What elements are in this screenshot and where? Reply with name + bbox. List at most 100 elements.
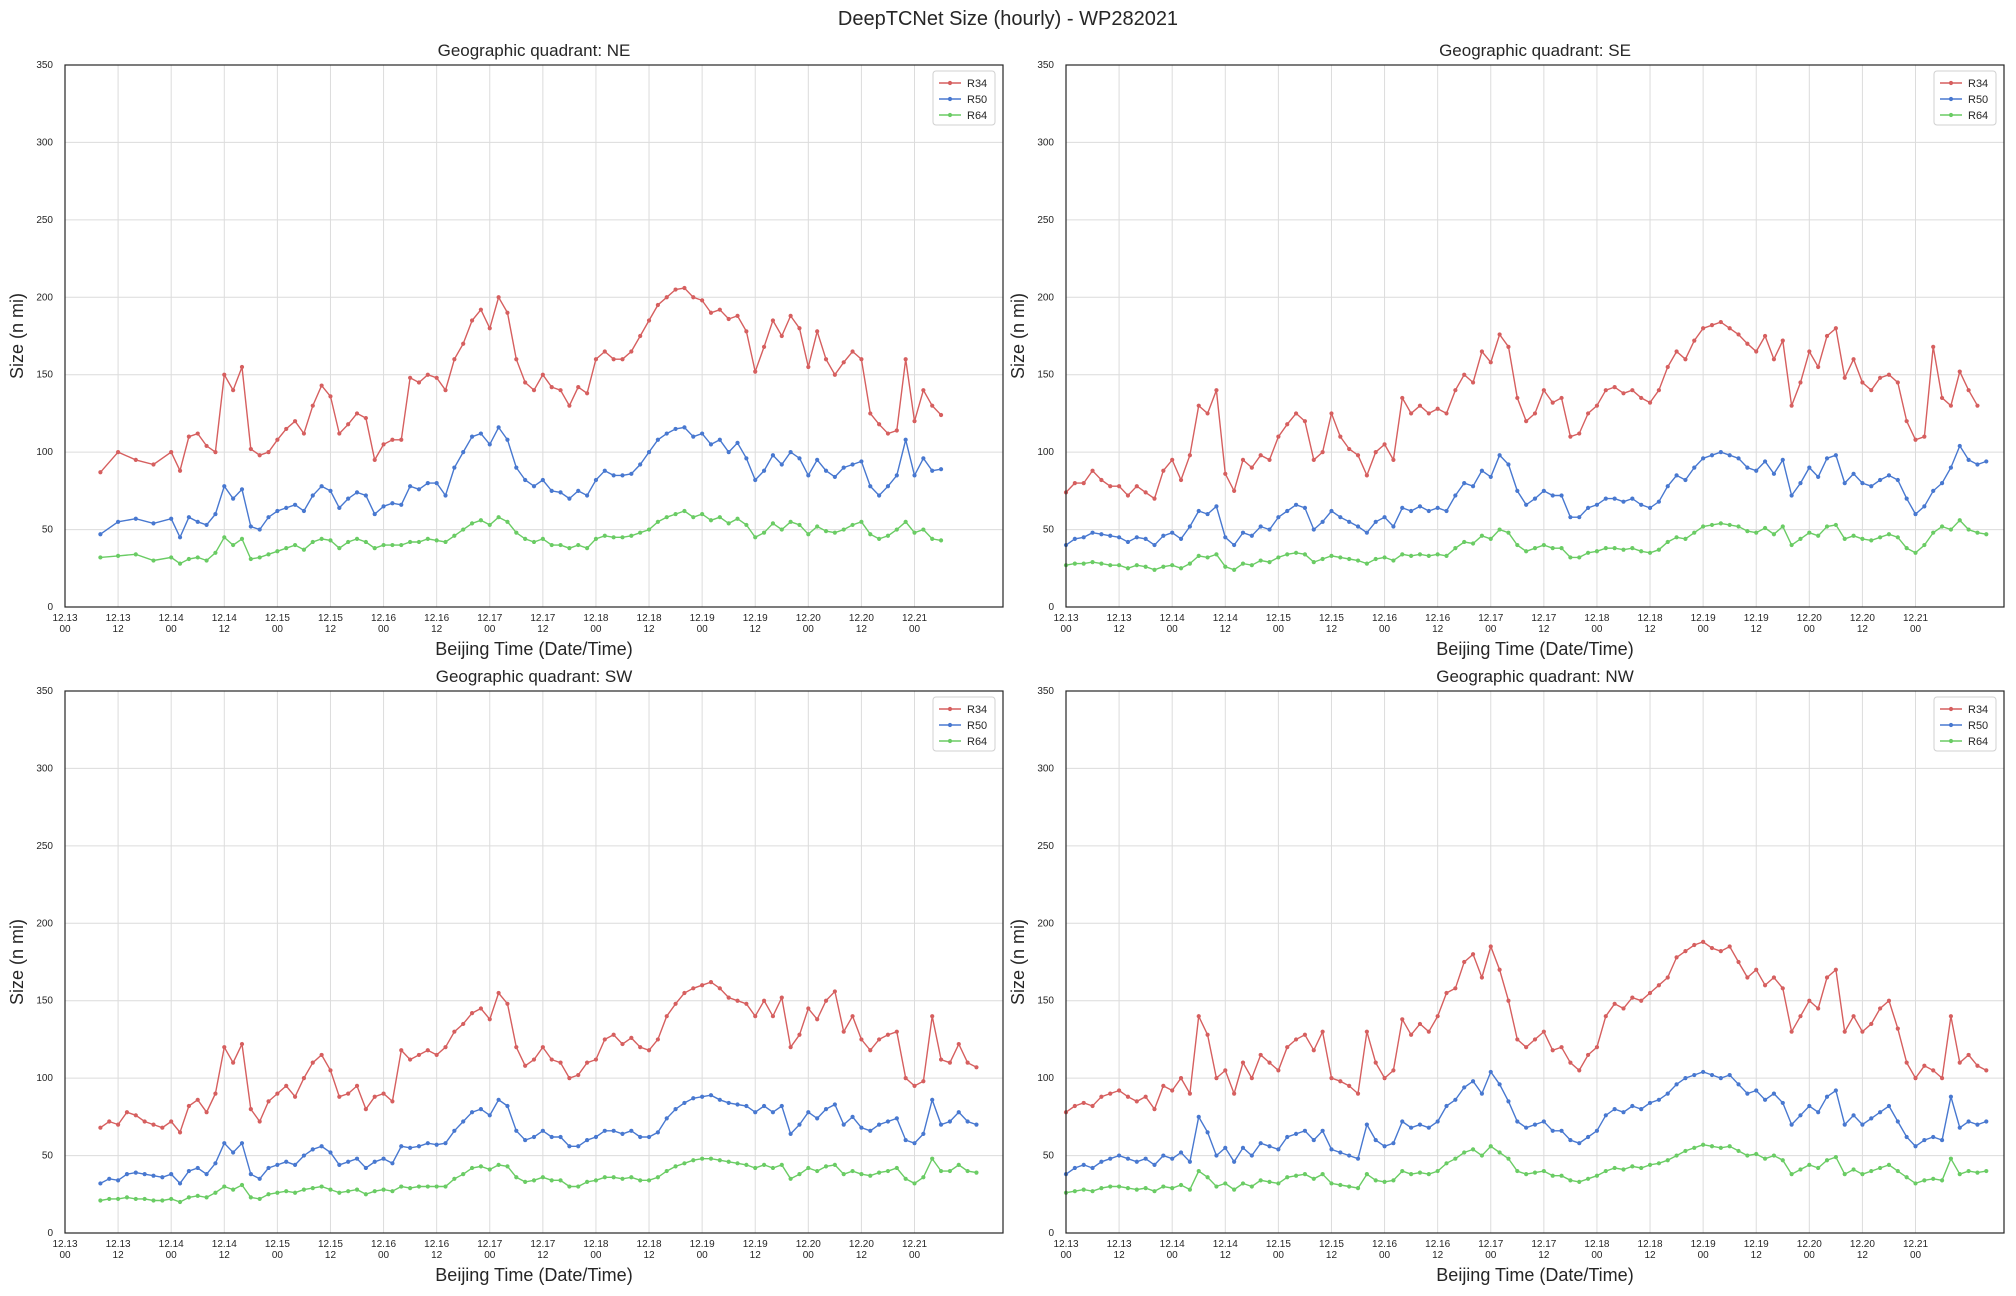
data-point-r64 [1656, 1161, 1661, 1166]
data-point-r64 [797, 522, 802, 528]
data-point-r64 [354, 536, 360, 541]
data-point-r64 [248, 556, 253, 562]
data-point-r50 [434, 1142, 439, 1147]
x-tick-time: 12 [431, 624, 443, 635]
data-point-r64 [1585, 1176, 1591, 1181]
data-point-r34 [1647, 990, 1653, 996]
data-point-r34 [602, 1037, 607, 1042]
data-point-r64 [1824, 524, 1830, 529]
data-point-r34 [1081, 1100, 1086, 1106]
data-point-r50 [655, 1130, 660, 1135]
data-point-r50 [1267, 527, 1272, 532]
data-point-r50 [1364, 530, 1369, 535]
data-point-r64 [452, 1176, 457, 1181]
data-point-r50 [1966, 1119, 1971, 1124]
data-point-r34 [567, 1076, 572, 1081]
data-point-r34 [434, 375, 439, 380]
legend-marker-r50 [947, 96, 953, 102]
data-point-r34 [540, 372, 545, 377]
data-point-r34 [1789, 1029, 1794, 1034]
x-tick-time: 00 [1698, 624, 1710, 635]
data-point-r50 [231, 496, 236, 501]
x-tick-date: 12.20 [796, 613, 821, 624]
data-point-r64 [1178, 1182, 1184, 1188]
data-point-r50 [1081, 535, 1086, 540]
data-point-r64 [408, 1185, 413, 1191]
data-point-r50 [1143, 536, 1148, 541]
data-point-r34 [1364, 1029, 1369, 1034]
data-point-r34 [1444, 990, 1449, 996]
data-point-r64 [664, 1168, 669, 1174]
data-point-r34 [744, 329, 749, 334]
data-point-r50 [469, 434, 475, 439]
x-tick-date: 12.14 [1160, 613, 1185, 624]
data-point-r50 [328, 1150, 333, 1155]
data-point-r64 [1152, 1189, 1157, 1194]
data-point-r50 [1639, 502, 1644, 507]
data-point-r64 [1665, 539, 1670, 545]
data-point-r34 [903, 357, 908, 362]
data-point-r34 [1833, 326, 1838, 331]
data-point-r64 [1984, 532, 1989, 537]
data-point-r50 [1108, 1156, 1113, 1161]
data-point-r34 [213, 450, 218, 455]
x-tick-time: 00 [1060, 1250, 1072, 1261]
data-point-r64 [1479, 533, 1485, 538]
data-point-r50 [1674, 1082, 1679, 1087]
data-point-r34 [1232, 488, 1237, 493]
data-point-r50 [1276, 1147, 1281, 1152]
data-point-r50 [177, 535, 183, 540]
data-point-r50 [1320, 519, 1325, 524]
data-point-r34 [1780, 986, 1785, 991]
data-point-r50 [540, 477, 545, 483]
data-point-r64 [257, 555, 262, 560]
data-point-r34 [735, 998, 740, 1003]
data-point-r50 [1532, 1122, 1538, 1127]
data-point-r50 [1435, 505, 1440, 510]
data-point-r34 [1099, 477, 1104, 483]
legend-label-r50: R50 [967, 94, 987, 106]
data-point-r50 [275, 508, 280, 514]
data-point-r64 [744, 522, 749, 528]
data-point-r50 [1391, 1141, 1396, 1146]
data-point-r50 [664, 1116, 669, 1121]
data-point-r50 [1347, 519, 1352, 524]
x-tick-date: 12.15 [1319, 613, 1344, 624]
data-point-r34 [753, 369, 758, 374]
data-point-r50 [1550, 493, 1555, 498]
data-point-r64 [1807, 1162, 1812, 1167]
data-point-r64 [912, 530, 917, 535]
data-point-r50 [363, 1165, 368, 1171]
data-point-r34 [1798, 380, 1803, 385]
data-point-r34 [1249, 1076, 1254, 1081]
data-point-r34 [399, 1048, 404, 1053]
data-point-r34 [1639, 395, 1644, 401]
data-point-r34 [363, 1107, 368, 1112]
data-point-r64 [416, 1184, 422, 1189]
data-point-r64 [797, 1172, 802, 1177]
data-point-r64 [576, 1184, 581, 1189]
data-point-r64 [1984, 1168, 1989, 1174]
data-point-r64 [1515, 542, 1520, 548]
data-point-r64 [1904, 1175, 1909, 1180]
data-point-r64 [1621, 1167, 1626, 1172]
data-point-r34 [1656, 983, 1661, 988]
data-point-r34 [1152, 496, 1157, 501]
data-point-r50 [1975, 462, 1980, 467]
data-point-r34 [1373, 1060, 1378, 1065]
x-tick-time: 00 [59, 624, 71, 635]
data-point-r50 [1975, 1122, 1980, 1127]
data-point-r64 [1647, 550, 1653, 555]
data-point-r34 [1895, 380, 1900, 385]
data-point-r64 [1612, 546, 1617, 551]
data-point-r34 [947, 1060, 953, 1065]
data-point-r34 [1435, 406, 1440, 411]
data-point-r64 [328, 1187, 333, 1192]
x-tick-time: 00 [1591, 1250, 1603, 1261]
data-point-r64 [1948, 527, 1954, 532]
data-point-r64 [1258, 1178, 1263, 1183]
plot-frame [1065, 64, 2005, 608]
data-point-r34 [531, 388, 537, 393]
data-point-r50 [921, 1131, 926, 1136]
data-point-r34 [938, 412, 944, 418]
